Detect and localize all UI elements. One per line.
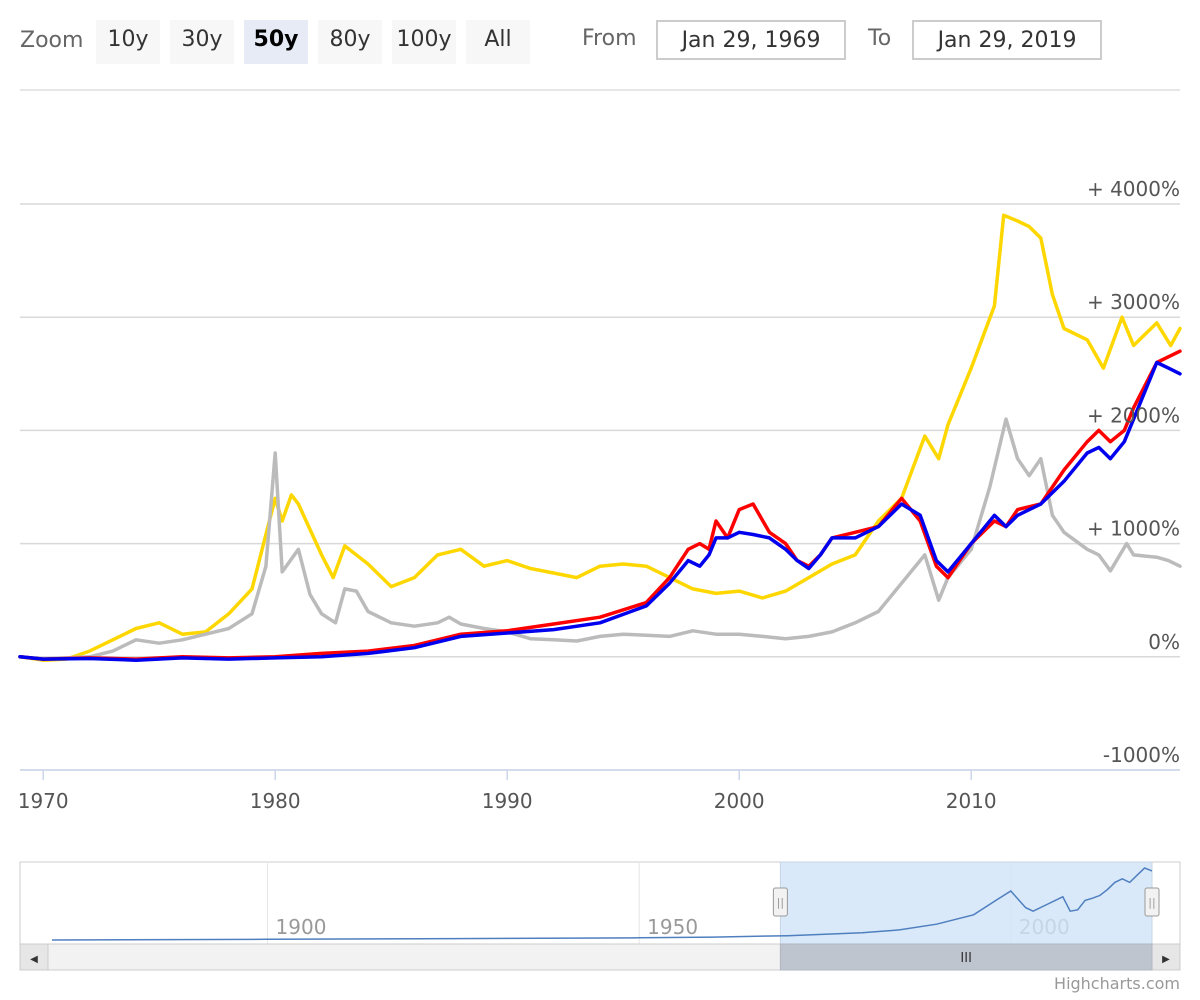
navigator-series [51, 867, 1153, 941]
navigator-selection[interactable] [779, 861, 1153, 945]
series-line-3[interactable] [18, 360, 1182, 662]
navigator-handle-right-grip: || [1148, 896, 1155, 909]
y-tick-label: + 1000% [1087, 517, 1180, 541]
plot-series [18, 213, 1182, 662]
scrollbar-left-button[interactable] [19, 943, 49, 971]
y-axis-labels: -1000% 0% + 1000% + 2000% + 3000% + 4000% [1087, 177, 1180, 767]
zoom-button-80y[interactable]: 80y [318, 20, 382, 64]
x-tick-label: 2000 [714, 789, 765, 813]
stock-comparison-chart: -1000% 0% + 1000% + 2000% + 3000% + 4000% 197… [18, 89, 1182, 971]
y-tick-label: + 4000% [1087, 177, 1180, 201]
zoom-button-30y[interactable]: 30y [170, 20, 234, 64]
navigator-handle-left[interactable]: || [772, 887, 788, 917]
zoom-button-100y[interactable]: 100y [392, 20, 456, 64]
scrollbar-right-button[interactable] [1151, 943, 1181, 971]
navigator-handle-right-box[interactable] [1144, 887, 1160, 917]
navigator-handle-right[interactable]: || [1144, 887, 1160, 917]
series-line-2[interactable] [18, 349, 1182, 661]
scrollbar-grip: III [960, 951, 972, 966]
y-grid [20, 203, 1180, 771]
y-tick-label: + 2000% [1087, 403, 1180, 427]
navigator-tick-label: 1950 [647, 915, 698, 939]
x-tick-label: 1970 [18, 789, 69, 813]
navigator-handle-left-grip: || [777, 896, 784, 909]
scroll-left-arrow-icon: ◀ [30, 954, 38, 965]
from-label: From [582, 26, 637, 51]
x-axis: 1970 1980 1990 2000 2010 [18, 769, 1180, 813]
x-tick-label: 1980 [250, 789, 301, 813]
to-date-input[interactable] [912, 20, 1102, 60]
scroll-right-arrow-icon: ▶ [1162, 954, 1170, 965]
navigator-handle-left-box[interactable] [772, 887, 788, 917]
scrollbar[interactable]: ◀ ▶ III [19, 943, 1181, 971]
navigator[interactable]: 190019502000 || || [19, 861, 1181, 945]
from-date-input[interactable] [656, 20, 846, 60]
y-tick-label: 0% [1148, 630, 1180, 654]
highcharts-credit[interactable]: Highcharts.com [1054, 974, 1180, 993]
x-tick-label: 2010 [946, 789, 997, 813]
zoom-button-50y[interactable]: 50y [244, 20, 308, 64]
navigator-tick-label: 1900 [276, 915, 327, 939]
to-label: To [868, 26, 892, 51]
y-tick-label: + 3000% [1087, 290, 1180, 314]
zoom-label: Zoom [20, 28, 84, 53]
y-tick-label: -1000% [1103, 743, 1180, 767]
zoom-button-10y[interactable]: 10y [96, 20, 160, 64]
scrollbar-thumb[interactable] [779, 943, 1153, 971]
series-line-1[interactable] [18, 417, 1182, 661]
series-line-0[interactable] [18, 213, 1182, 662]
range-selector-toolbar: Zoom 10y 30y 50y 80y 100y All From To [0, 0, 1200, 80]
x-tick-label: 1990 [482, 789, 533, 813]
zoom-button-all[interactable]: All [466, 20, 530, 64]
